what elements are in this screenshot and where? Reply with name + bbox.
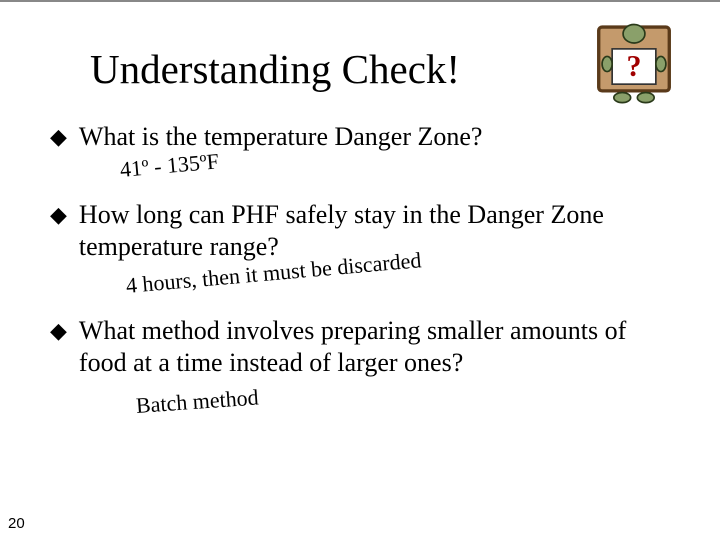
- bullet-glyph: ◆: [50, 315, 67, 347]
- bullet-glyph: ◆: [50, 199, 67, 231]
- bullet-list: ◆ What is the temperature Danger Zone? 4…: [50, 121, 670, 419]
- title-row: Understanding Check! ?: [50, 35, 670, 93]
- svg-text:?: ?: [626, 49, 641, 83]
- top-border: [0, 0, 720, 2]
- bullet-glyph: ◆: [50, 121, 67, 153]
- slide: Understanding Check! ? ◆ What is th: [0, 0, 720, 540]
- question-thinker-icon: ?: [592, 22, 676, 106]
- page-number: 20: [8, 515, 25, 532]
- slide-title: Understanding Check!: [90, 45, 460, 93]
